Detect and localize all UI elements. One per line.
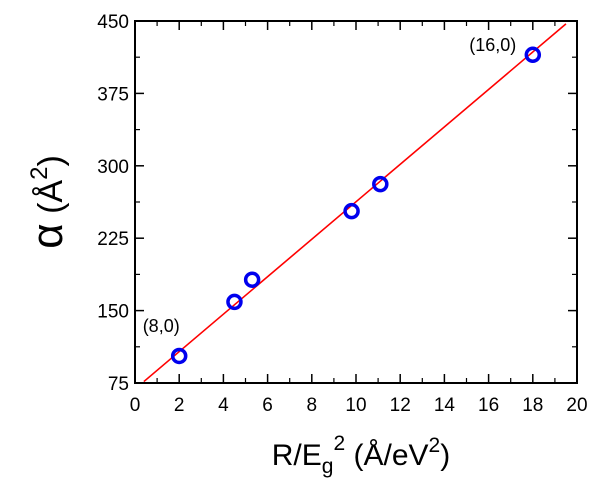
x-tick-label: 0: [130, 395, 141, 416]
y-tick-label: 150: [97, 302, 129, 323]
x-axis-label: R/Eg2 (Å/eV2): [272, 432, 450, 478]
x-tick-label: 10: [345, 395, 366, 416]
x-tick-label: 12: [390, 395, 411, 416]
y-axis-label: α (Å2): [23, 155, 72, 249]
y-tick-label: 300: [97, 157, 129, 178]
y-tick-label: 375: [97, 84, 129, 105]
data-point: [226, 293, 243, 311]
data-point: [170, 347, 188, 365]
data-point: [524, 46, 542, 64]
x-tick-label: 20: [566, 395, 587, 416]
data-point: [243, 271, 261, 288]
x-tick-label: 16: [478, 395, 499, 416]
x-tick-label: 4: [218, 395, 229, 416]
y-tick-label: 75: [108, 374, 129, 395]
fit-line: [143, 23, 567, 383]
x-tick-label: 14: [434, 395, 456, 416]
y-tick-label: 450: [97, 12, 129, 33]
x-tick-label: 6: [262, 395, 273, 416]
plot-frame: [134, 20, 578, 384]
data-point: [372, 175, 389, 193]
tick-labels: 0 2 4 6 8 10 12 14 16 18 20 75 150 225 300 375 450: [97, 12, 587, 416]
x-tick-label: 18: [522, 395, 543, 416]
annotations: (8,0) (16,0): [143, 35, 517, 336]
y-tick-label: 225: [97, 229, 129, 250]
x-tick-label: 2: [174, 395, 185, 416]
data-point: [343, 202, 360, 220]
data-points: [170, 46, 542, 365]
point-annotation: (8,0): [143, 316, 180, 336]
x-tick-label: 8: [307, 395, 318, 416]
point-annotation: (16,0): [469, 35, 516, 55]
